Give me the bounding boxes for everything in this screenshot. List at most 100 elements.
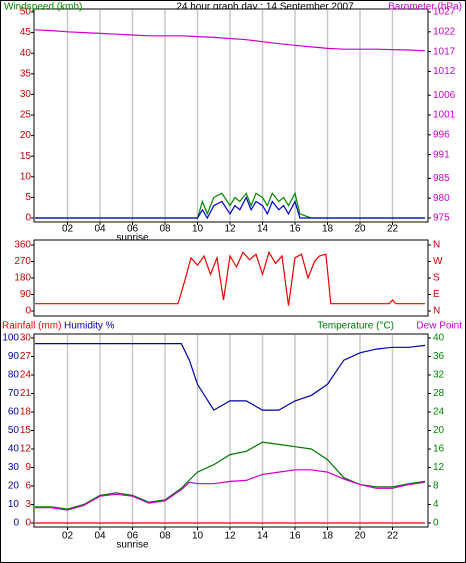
y-tick-label: 30	[8, 462, 20, 473]
y-tick-label: 70	[8, 388, 20, 399]
y3-tick-label: 12	[20, 444, 32, 455]
y2-tick-label: W	[433, 256, 443, 267]
y2-tick-label: 28	[433, 388, 445, 399]
y-tick-label: 30	[20, 89, 32, 100]
y3-tick-label: 15	[20, 425, 32, 436]
series-line	[35, 250, 425, 306]
x-tick-label: 14	[257, 531, 269, 542]
series-line	[35, 195, 425, 220]
axis-title: Humidity %	[64, 321, 115, 332]
y2-tick-label: 16	[433, 444, 445, 455]
y-tick-label: 0	[25, 306, 31, 317]
x-tick-label: 20	[354, 224, 366, 235]
y3-tick-label: 3	[25, 499, 31, 510]
y2-tick-label: 1012	[433, 66, 456, 77]
y-tick-label: 50	[20, 7, 32, 18]
series-line	[35, 469, 426, 511]
y-tick-label: 45	[20, 27, 32, 38]
axis-title: Rainfall (mm)	[2, 321, 61, 332]
x-tick-label: 22	[387, 531, 399, 542]
y2-tick-label: N	[433, 306, 440, 317]
y3-tick-label: 18	[20, 407, 32, 418]
sunrise-label: sunrise	[116, 233, 149, 244]
y3-tick-label: 0	[25, 518, 31, 529]
y-tick-label: 90	[20, 289, 32, 300]
y2-tick-label: 991	[433, 149, 450, 160]
y2-tick-label: 36	[433, 351, 445, 362]
x-tick-label: 12	[224, 531, 236, 542]
x-tick-label: 10	[192, 531, 204, 542]
x-tick-label: 16	[289, 531, 301, 542]
y2-tick-label: 1017	[433, 46, 456, 57]
y-tick-label: 0	[25, 213, 31, 224]
x-tick-label: 14	[257, 224, 269, 235]
y3-tick-label: 30	[20, 333, 32, 344]
y-tick-label: 20	[20, 130, 32, 141]
y2-tick-label: 1006	[433, 90, 456, 101]
x-tick-label: 04	[94, 531, 106, 542]
y2-tick-label: 0	[433, 518, 439, 529]
axis-title: Windspeed (kmh)	[4, 2, 82, 13]
y-tick-label: 360	[14, 240, 31, 251]
y2-tick-label: 975	[433, 213, 450, 224]
y2-tick-label: 985	[433, 173, 450, 184]
x-tick-label: 18	[322, 531, 334, 542]
y3-tick-label: 21	[20, 388, 32, 399]
y-tick-label: 40	[20, 48, 32, 59]
y2-tick-label: 24	[433, 407, 445, 418]
axis-title: Barometer (hPa)	[388, 2, 462, 13]
y-tick-label: 180	[14, 273, 31, 284]
y-tick-label: 20	[8, 481, 20, 492]
x-tick-label: 06	[127, 224, 139, 235]
y-tick-label: 60	[8, 407, 20, 418]
series-line	[35, 343, 426, 411]
y-tick-label: 10	[8, 499, 20, 510]
chart-title: 24 hour graph day : 14 September 2007	[176, 2, 354, 13]
y3-tick-label: 24	[20, 370, 32, 381]
y3-tick-label: 9	[25, 462, 31, 473]
x-tick-label: 10	[192, 224, 204, 235]
x-tick-label: 16	[289, 224, 301, 235]
y-tick-label: 5	[25, 192, 31, 203]
y2-tick-label: 20	[433, 425, 445, 436]
y-tick-label: 270	[14, 256, 31, 267]
y3-tick-label: 6	[25, 481, 31, 492]
plot-area	[33, 8, 429, 223]
y-tick-label: 10	[20, 171, 32, 182]
x-tick-label: 20	[354, 531, 366, 542]
x-tick-label: 06	[127, 531, 139, 542]
series-line	[34, 29, 426, 52]
x-tick-label: 18	[322, 224, 334, 235]
y2-tick-label: 32	[433, 370, 445, 381]
y2-tick-label: 12	[433, 462, 445, 473]
x-tick-label: 08	[159, 224, 171, 235]
y2-tick-label: 4	[433, 499, 439, 510]
y-tick-label: 15	[20, 151, 32, 162]
y-tick-label: 40	[8, 444, 20, 455]
y2-tick-label: 980	[433, 193, 450, 204]
axis-title: Dew Point	[416, 321, 462, 332]
y2-tick-label: 1022	[433, 26, 456, 37]
y-tick-label: 0	[13, 518, 19, 529]
x-tick-label: 04	[94, 224, 106, 235]
y2-tick-label: 996	[433, 129, 450, 140]
y-tick-label: 100	[2, 333, 19, 344]
y2-tick-label: S	[433, 273, 440, 284]
x-tick-label: 02	[62, 531, 74, 542]
y3-tick-label: 27	[20, 351, 32, 362]
y2-tick-label: N	[433, 240, 440, 251]
x-tick-label: 12	[224, 224, 236, 235]
y2-tick-label: 1001	[433, 110, 456, 121]
y2-tick-label: 1027	[433, 7, 456, 18]
x-tick-label: 22	[387, 224, 399, 235]
y-tick-label: 90	[8, 351, 20, 362]
y2-tick-label: E	[433, 289, 440, 300]
y-tick-label: 50	[8, 425, 20, 436]
sunrise-label: sunrise	[116, 540, 149, 551]
series-line	[35, 191, 425, 219]
y2-tick-label: 40	[433, 333, 445, 344]
y-tick-label: 80	[8, 370, 20, 381]
y2-tick-label: 8	[433, 481, 439, 492]
y-tick-label: 35	[20, 68, 32, 79]
